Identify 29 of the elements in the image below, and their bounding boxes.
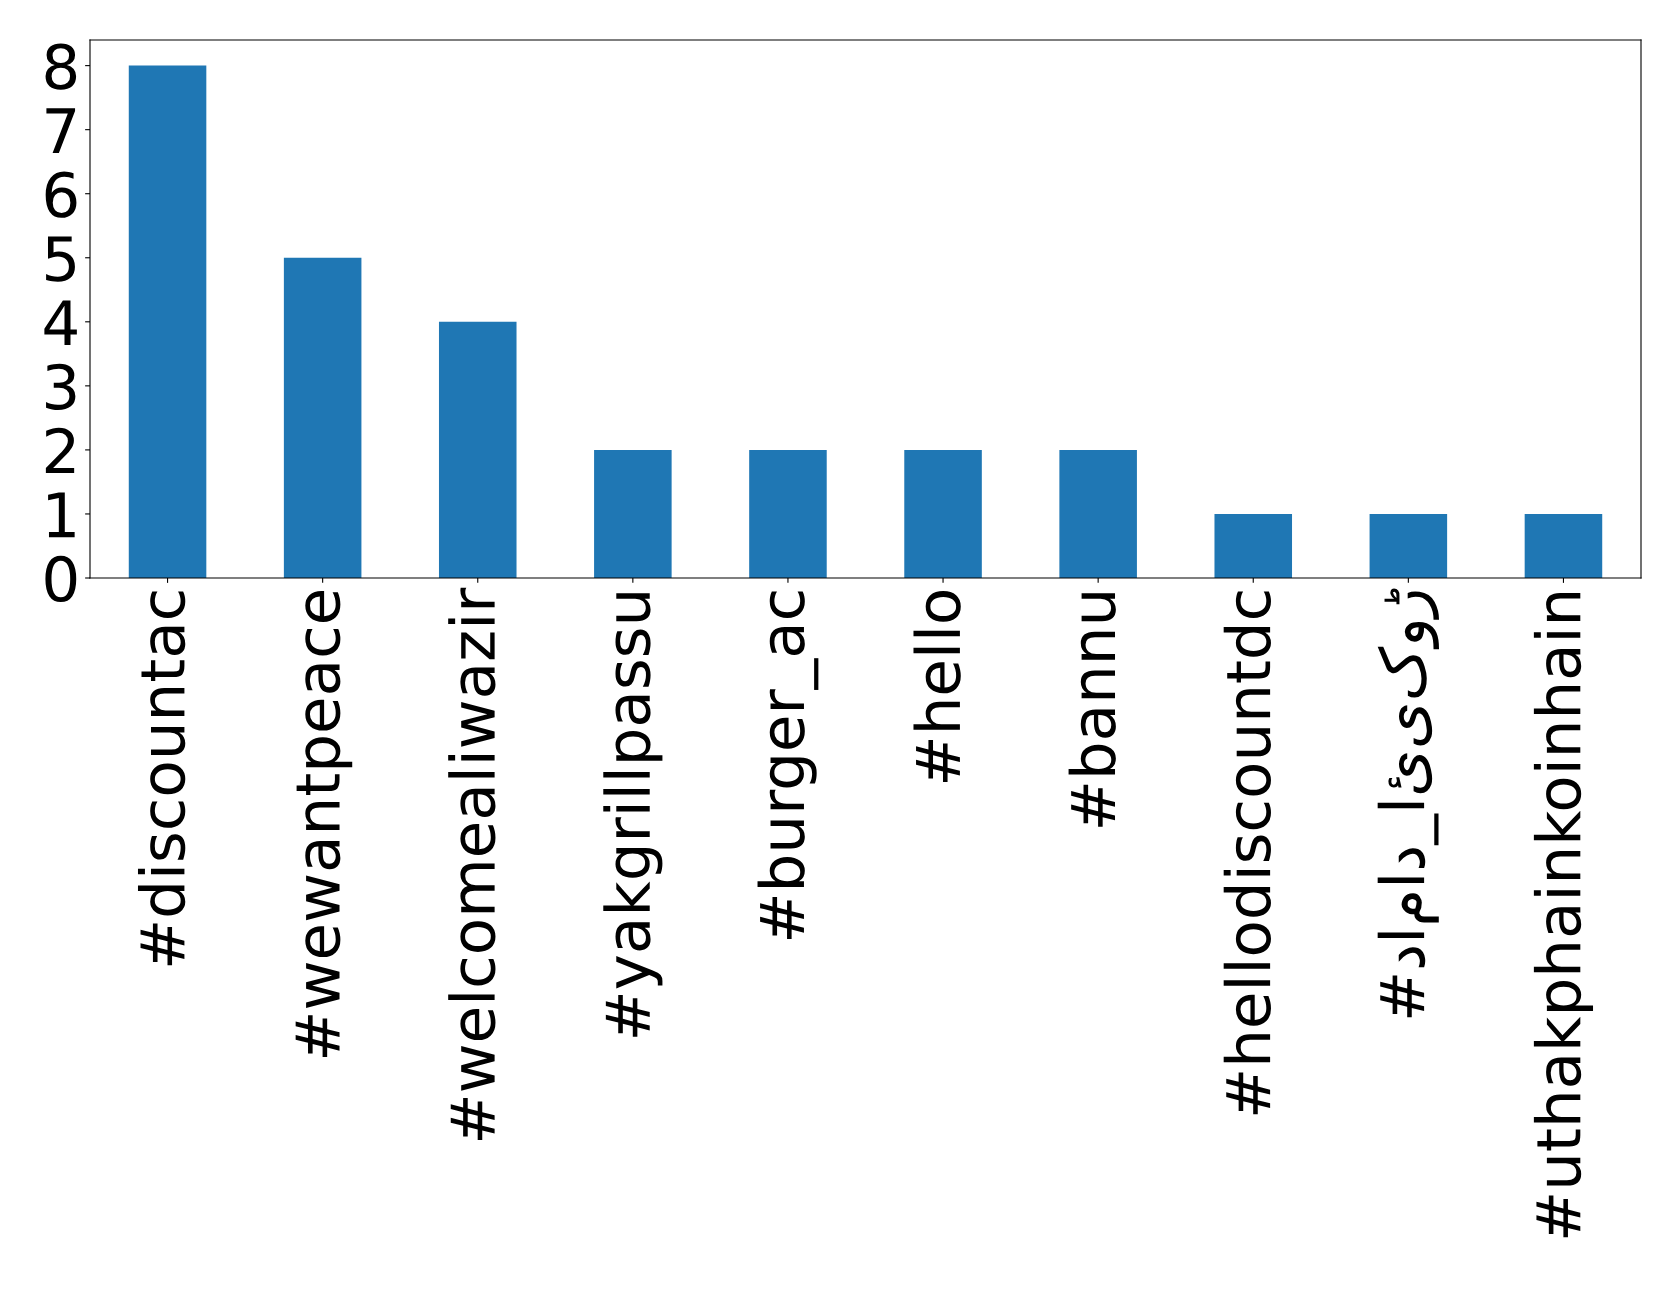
bar [1214, 513, 1293, 578]
x-tick-label: #burger_ac [757, 591, 819, 939]
y-tick-label: 2 [45, 427, 75, 474]
bar [283, 257, 362, 578]
bar [594, 449, 672, 578]
bar [128, 65, 207, 578]
y-tick-label: 8 [45, 43, 77, 90]
x-tick-label: #bannu [1068, 593, 1116, 827]
x-tick-label: #داماد_ائیکوڑ [1377, 588, 1440, 1018]
bar [904, 449, 982, 578]
x-tick-label: #hello [913, 591, 961, 782]
y-tick-label: 0 [45, 555, 77, 603]
y-tick-label: 6 [45, 171, 77, 218]
x-tick-label: #discountac [137, 591, 186, 966]
bar [1369, 513, 1448, 578]
x-tick-label: #wewantpeace [295, 590, 353, 1057]
x-tick-label: #hellodiscountdc [1223, 591, 1271, 1115]
y-tick-label: 5 [46, 236, 75, 282]
bar [749, 449, 827, 578]
bar [1059, 449, 1137, 578]
y-tick-label: 7 [46, 108, 76, 153]
bar [1524, 513, 1603, 578]
x-tick-label: #welcomealiwazir [448, 587, 496, 1140]
bar [438, 321, 517, 578]
y-tick-label: 1 [48, 492, 75, 538]
y-tick-label: 4 [44, 300, 77, 346]
y-tick-label: 3 [46, 363, 76, 410]
x-tick-label: #uthakphainkoinhain [1533, 592, 1594, 1238]
x-tick-label: #yakgrillpassu [603, 593, 663, 1037]
